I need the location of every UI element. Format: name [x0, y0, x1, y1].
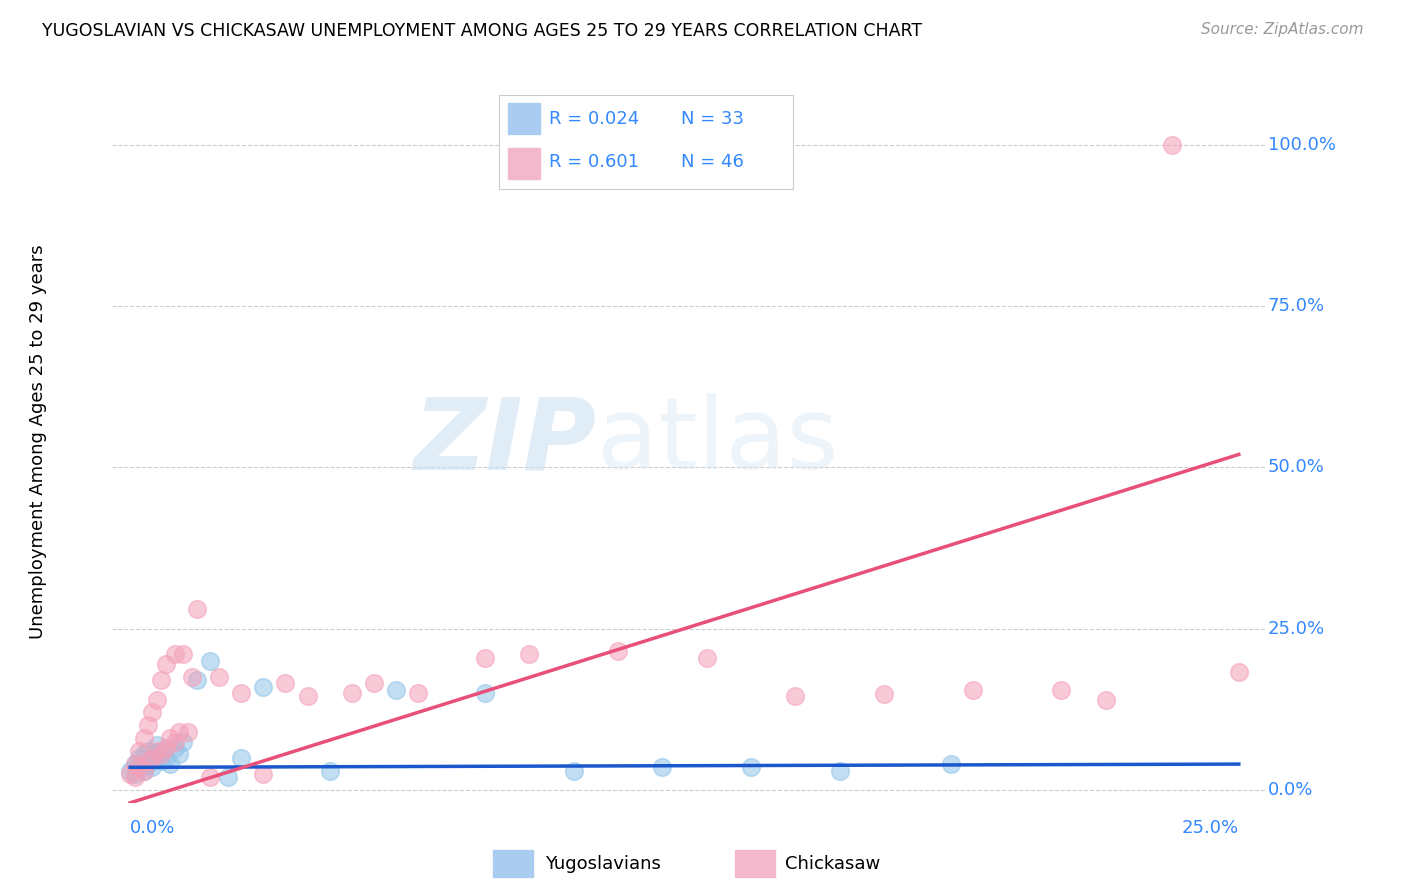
Point	[319, 764, 342, 778]
Point	[128, 750, 150, 764]
Point	[408, 686, 430, 700]
Text: Unemployment Among Ages 25 to 29 years: Unemployment Among Ages 25 to 29 years	[28, 244, 46, 639]
Point	[172, 734, 194, 748]
Point	[198, 770, 221, 784]
Point	[141, 760, 163, 774]
Point	[1050, 682, 1073, 697]
Point	[128, 760, 150, 774]
Point	[651, 760, 673, 774]
Point	[150, 754, 173, 768]
Text: 50.0%: 50.0%	[1268, 458, 1324, 476]
Point	[167, 724, 190, 739]
Text: atlas: atlas	[596, 393, 838, 490]
Point	[132, 747, 155, 762]
Text: 0.0%: 0.0%	[1268, 780, 1313, 799]
Point	[146, 692, 169, 706]
Point	[252, 766, 274, 780]
Point	[939, 757, 962, 772]
Point	[474, 650, 496, 665]
Point	[252, 680, 274, 694]
Point	[474, 686, 496, 700]
Point	[740, 760, 762, 774]
Point	[562, 137, 585, 152]
Point	[1227, 665, 1250, 680]
Point	[363, 676, 385, 690]
Point	[167, 747, 190, 762]
Point	[274, 676, 297, 690]
Point	[217, 770, 239, 784]
Point	[517, 648, 540, 662]
Point	[146, 744, 169, 758]
Point	[785, 690, 807, 704]
Point	[962, 682, 984, 697]
Point	[136, 754, 159, 768]
Point	[136, 718, 159, 732]
Point	[229, 686, 252, 700]
Point	[141, 754, 163, 768]
Point	[146, 738, 169, 752]
FancyBboxPatch shape	[494, 850, 533, 877]
Point	[696, 650, 718, 665]
Text: 100.0%: 100.0%	[1268, 136, 1336, 153]
Point	[155, 741, 177, 756]
Point	[150, 744, 173, 758]
Point	[128, 744, 150, 758]
Point	[141, 706, 163, 720]
Point	[1161, 137, 1184, 152]
Text: 0.0%: 0.0%	[131, 819, 176, 837]
Point	[562, 764, 585, 778]
Point	[385, 682, 408, 697]
Point	[132, 764, 155, 778]
Point	[177, 724, 200, 739]
Point	[132, 731, 155, 746]
Point	[155, 657, 177, 672]
Point	[124, 757, 146, 772]
Point	[124, 766, 146, 780]
Point	[163, 741, 186, 756]
Point	[132, 764, 155, 778]
Point	[198, 654, 221, 668]
Point	[120, 766, 142, 780]
Point	[136, 757, 159, 772]
Point	[155, 750, 177, 764]
Point	[208, 670, 231, 684]
Point	[146, 747, 169, 762]
Point	[120, 764, 142, 778]
Text: Chickasaw: Chickasaw	[785, 855, 880, 873]
Text: YUGOSLAVIAN VS CHICKASAW UNEMPLOYMENT AMONG AGES 25 TO 29 YEARS CORRELATION CHAR: YUGOSLAVIAN VS CHICKASAW UNEMPLOYMENT AM…	[42, 22, 922, 40]
Text: 75.0%: 75.0%	[1268, 297, 1324, 315]
Point	[159, 757, 181, 772]
Text: 25.0%: 25.0%	[1181, 819, 1239, 837]
Point	[136, 744, 159, 758]
Point	[128, 760, 150, 774]
FancyBboxPatch shape	[735, 850, 776, 877]
Point	[124, 770, 146, 784]
Text: Source: ZipAtlas.com: Source: ZipAtlas.com	[1201, 22, 1364, 37]
Point	[159, 731, 181, 746]
Point	[186, 602, 208, 616]
Point	[181, 670, 204, 684]
Point	[163, 734, 186, 748]
Point	[186, 673, 208, 688]
Text: Yugoslavians: Yugoslavians	[546, 855, 661, 873]
Point	[1094, 692, 1116, 706]
Point	[873, 687, 896, 701]
Point	[150, 673, 173, 688]
Point	[340, 686, 363, 700]
Point	[124, 757, 146, 772]
Point	[163, 648, 186, 662]
Point	[229, 750, 252, 764]
Point	[141, 750, 163, 764]
Point	[172, 648, 194, 662]
Text: 25.0%: 25.0%	[1268, 620, 1324, 638]
Point	[297, 690, 319, 704]
Text: ZIP: ZIP	[413, 393, 596, 490]
Point	[150, 747, 173, 762]
Point	[828, 764, 851, 778]
Point	[607, 644, 630, 658]
